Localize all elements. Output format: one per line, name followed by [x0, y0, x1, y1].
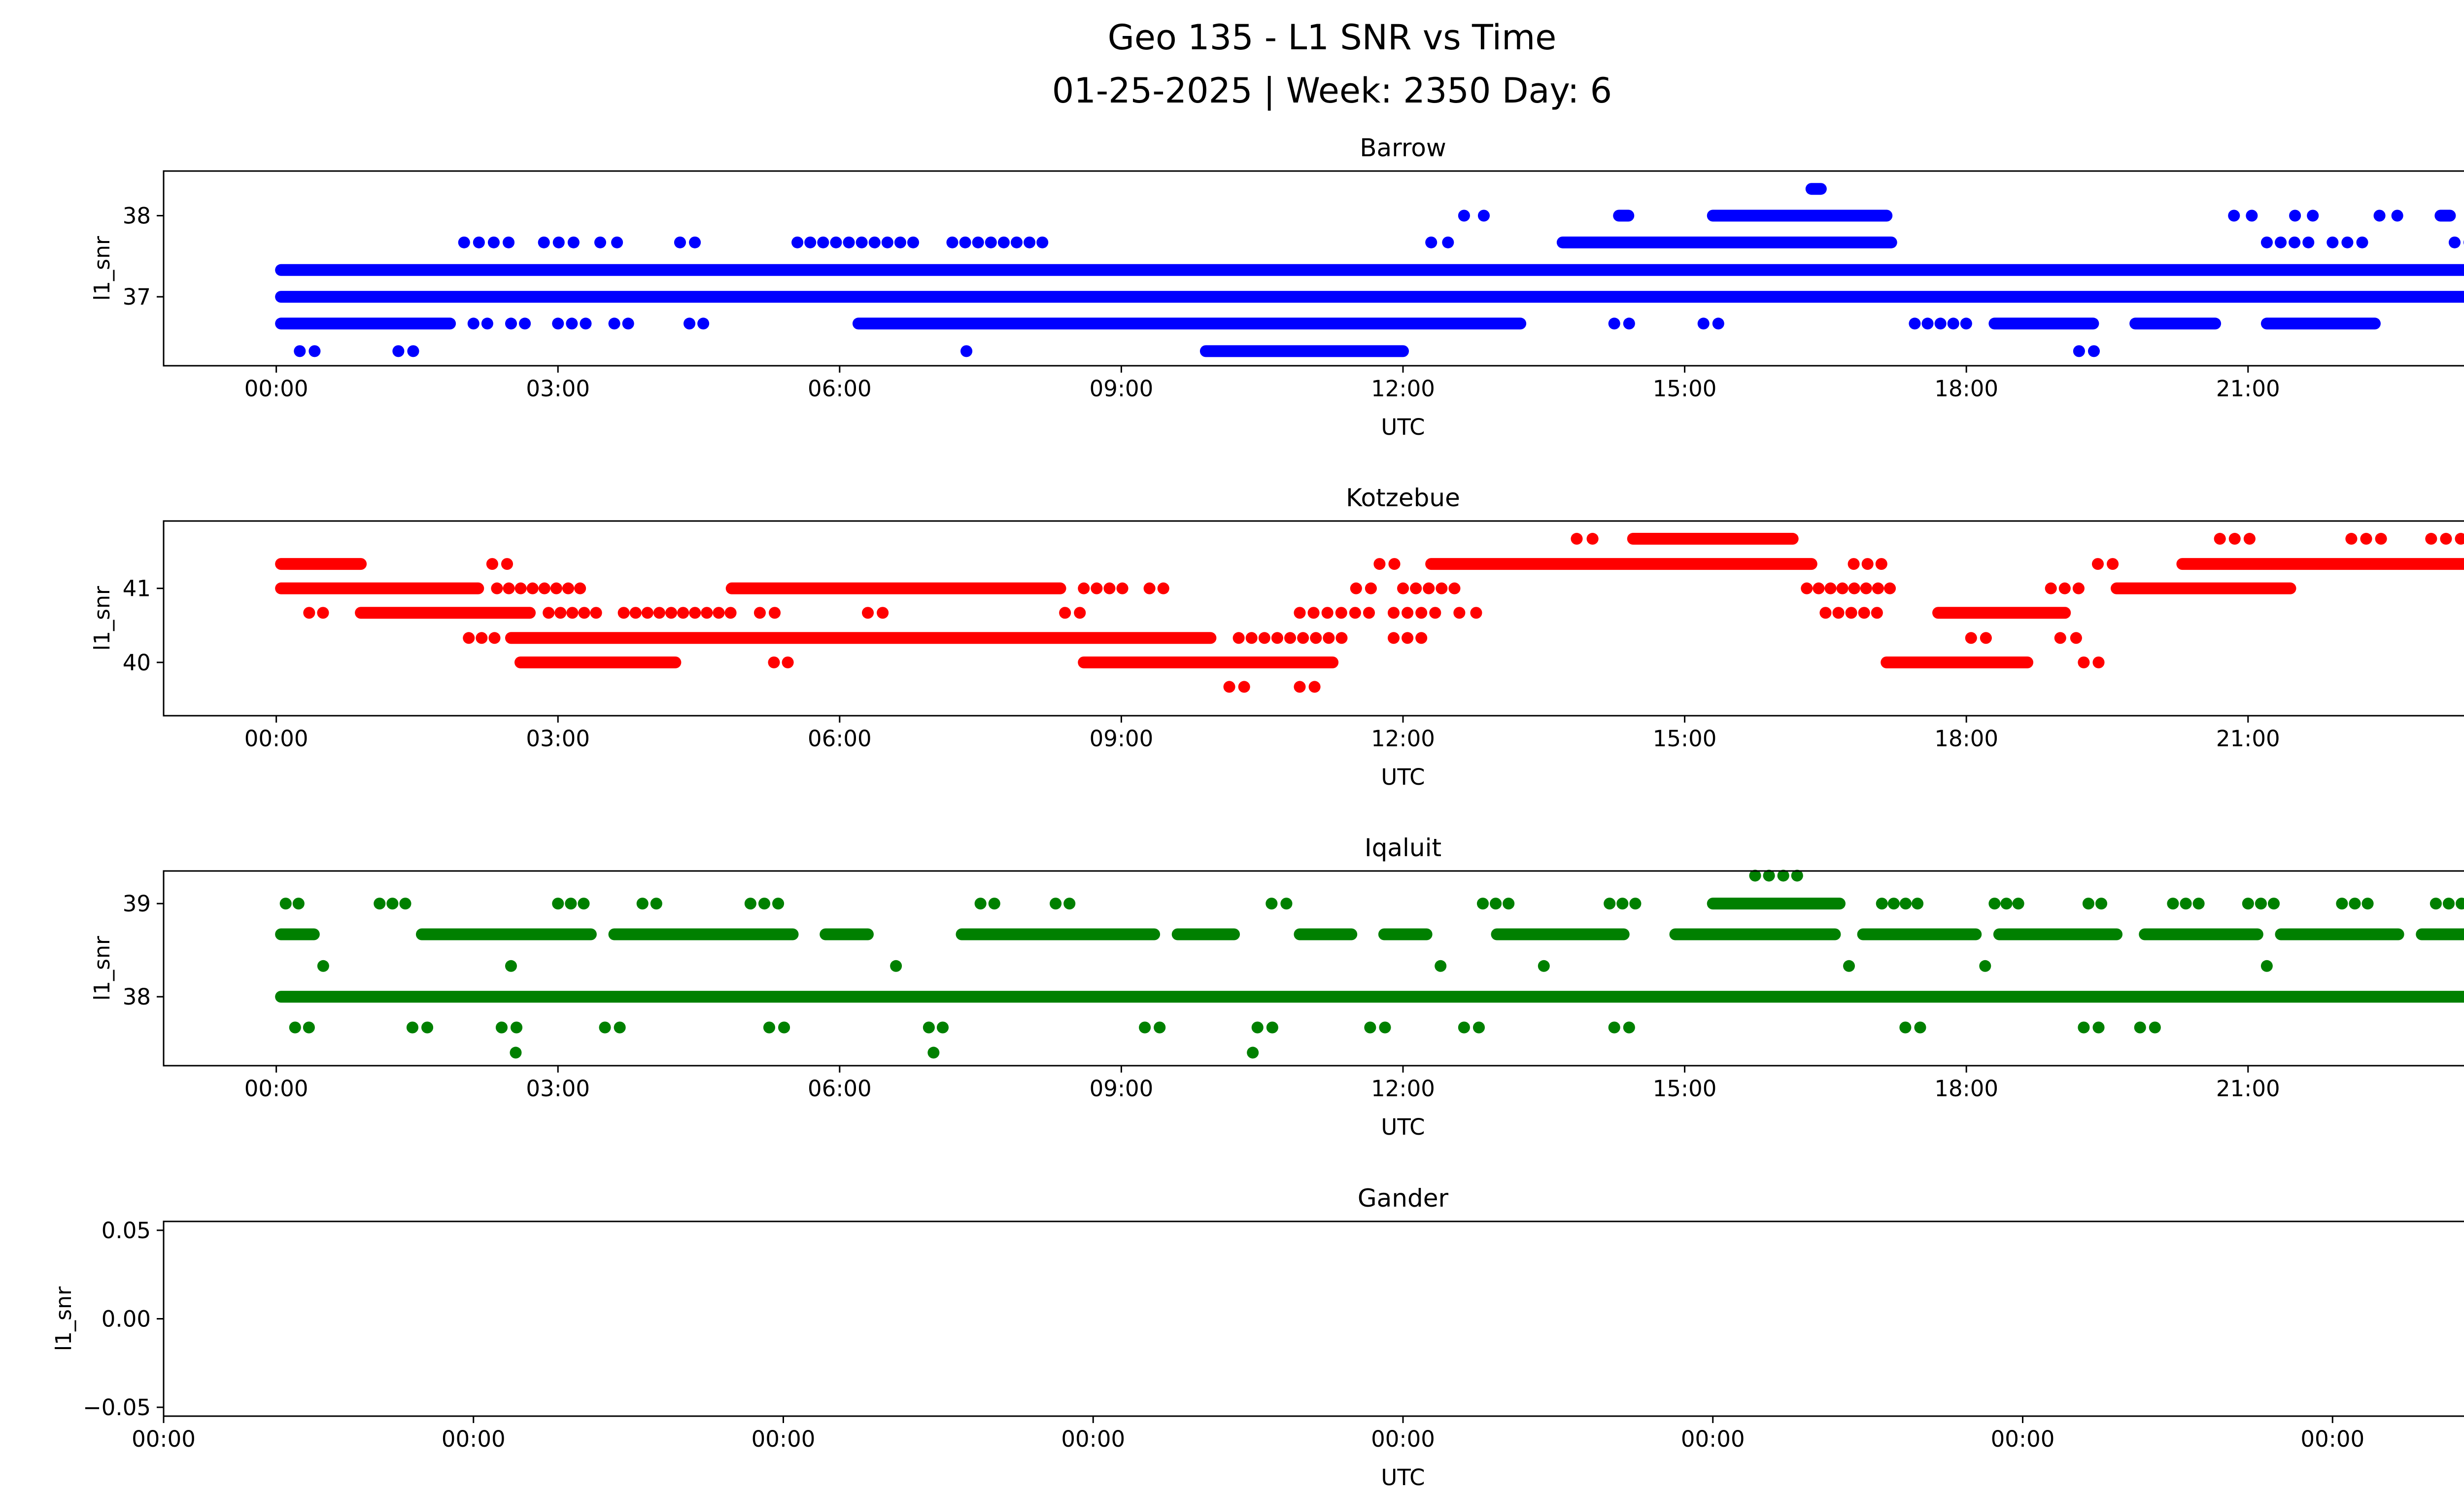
subplot-barrow: Barrow 00:00 03:00 06:00 09:00 12:00 15:00 18:0…: [90, 134, 2464, 440]
x-tick-label: 03:00: [526, 1076, 590, 1102]
x-tick-label: 00:00: [752, 1426, 816, 1452]
x-tick-label: 00:00: [2300, 1426, 2364, 1452]
scatter-point: [510, 1046, 522, 1059]
x-tick-label: 03:00: [526, 376, 590, 402]
x-tick-label: 12:00: [1371, 1076, 1435, 1102]
scatter-point: [1979, 960, 1991, 972]
x-tick-label: 15:00: [1653, 376, 1717, 402]
axes-box: [163, 1220, 2464, 1417]
x-tick-label: 18:00: [1934, 1076, 1998, 1102]
x-tick-label: 18:00: [1934, 376, 1998, 402]
x-tick-label: 15:00: [1653, 726, 1717, 752]
x-tick-label: 21:00: [2216, 1076, 2280, 1102]
x-tick-label: 03:00: [526, 726, 590, 752]
x-tick-label: 18:00: [1934, 726, 1998, 752]
subplot-title: Kotzebue: [1346, 484, 1460, 512]
x-axis-label: UTC: [1381, 1464, 1425, 1491]
figure-title: Geo 135 - L1 SNR vs Time 01-25-2025 | We…: [0, 11, 2464, 117]
y-tick-label: 38: [123, 984, 151, 1010]
x-tick-label: 00:00: [244, 376, 308, 402]
y-axis-label: l1_snr: [90, 236, 115, 301]
subplot-iqaluit: Iqaluit 00:00 03:00 06:00 09:00 12:00 15:00 18:…: [90, 834, 2464, 1140]
scatter-point: [1538, 960, 1550, 972]
subplot-title: Gander: [1358, 1184, 1449, 1213]
y-tick-label: 39: [123, 891, 151, 917]
y-tick-label: 41: [123, 576, 151, 602]
figure-title-line2: 01-25-2025 | Week: 2350 Day: 6: [1052, 70, 1612, 111]
y-tick-label: 0.00: [102, 1306, 151, 1332]
y-axis-label: l1_snr: [90, 936, 115, 1001]
y-tick-label: 37: [123, 284, 151, 310]
subplot-gander: Gander 00:00 00:00 00:00 00:00 00:00 00:00 00:0…: [51, 1184, 2464, 1491]
y-tick-label: 0.05: [102, 1217, 151, 1244]
subplot-kotzebue: Kotzebue 00:00 03:00 06:00 09:00 12:00 15:00 18…: [90, 484, 2464, 790]
figure-title-line1: Geo 135 - L1 SNR vs Time: [1107, 17, 1557, 58]
x-tick-label: 12:00: [1371, 376, 1435, 402]
x-tick-label: 12:00: [1371, 726, 1435, 752]
y-tick-label: 38: [123, 203, 151, 229]
y-tick-label: 40: [123, 650, 151, 676]
y-axis-label: l1_snr: [90, 586, 115, 651]
subplot-title: Barrow: [1360, 134, 1446, 162]
x-tick-label: 06:00: [808, 1076, 872, 1102]
x-tick-label: 06:00: [808, 726, 872, 752]
x-tick-label: 00:00: [442, 1426, 506, 1452]
y-tick-label: −0.05: [83, 1394, 151, 1421]
scatter-point: [1247, 1046, 1259, 1059]
x-tick-label: 09:00: [1090, 376, 1154, 402]
y-axis-label: l1_snr: [51, 1286, 76, 1351]
scatter-point: [890, 960, 902, 972]
x-tick-label: 09:00: [1090, 1076, 1154, 1102]
scatter-point: [927, 1046, 940, 1059]
x-axis-label: UTC: [1381, 414, 1425, 440]
x-tick-label: 00:00: [1061, 1426, 1125, 1452]
scatter-point: [1843, 960, 1855, 972]
x-tick-label: 09:00: [1090, 726, 1154, 752]
scatter-point: [2260, 960, 2273, 972]
x-tick-label: 15:00: [1653, 1076, 1717, 1102]
x-tick-label: 00:00: [244, 1076, 308, 1102]
scatter-point: [317, 960, 329, 972]
x-axis-label: UTC: [1381, 1114, 1425, 1140]
subplot-title: Iqaluit: [1365, 834, 1441, 862]
x-tick-label: 00:00: [1681, 1426, 1745, 1452]
x-tick-label: 00:00: [132, 1426, 196, 1452]
scatter-point: [1435, 960, 1447, 972]
scatter-point: [505, 960, 517, 972]
x-tick-label: 06:00: [808, 376, 872, 402]
x-axis-label: UTC: [1381, 764, 1425, 790]
x-tick-label: 00:00: [244, 726, 308, 752]
x-tick-label: 00:00: [1371, 1426, 1435, 1452]
x-tick-label: 00:00: [1991, 1426, 2055, 1452]
x-tick-label: 21:00: [2216, 726, 2280, 752]
x-tick-label: 21:00: [2216, 376, 2280, 402]
